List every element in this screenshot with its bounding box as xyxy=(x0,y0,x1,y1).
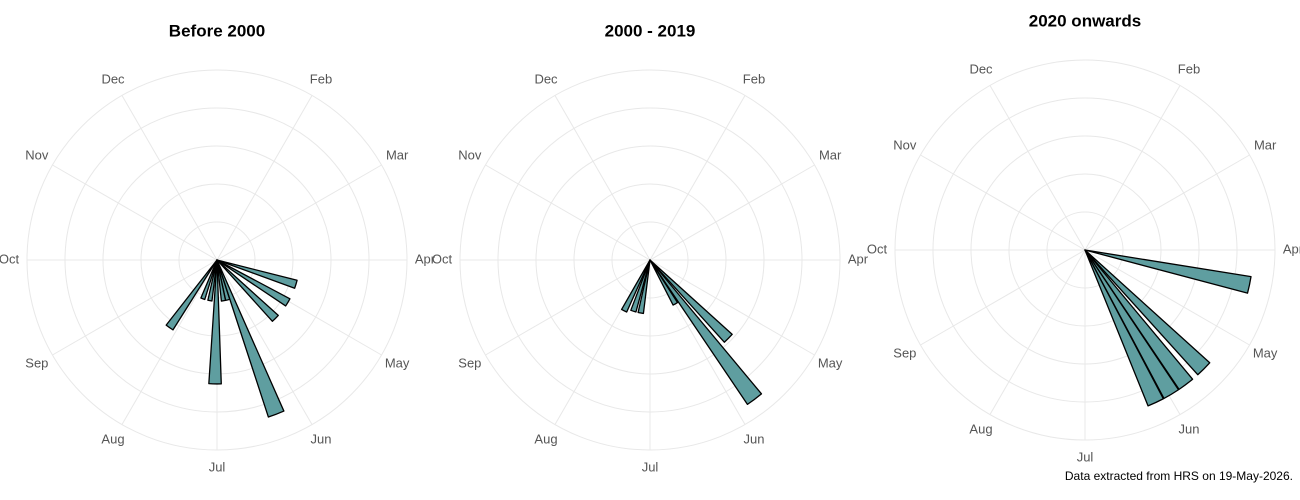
spoke xyxy=(1084,85,1181,251)
month-label: Apr xyxy=(415,251,436,266)
month-label: Sep xyxy=(458,355,481,370)
bar xyxy=(207,259,218,302)
month-label: Feb xyxy=(310,71,332,86)
month-label: May xyxy=(818,355,843,370)
month-label: Mar xyxy=(386,147,409,162)
spoke xyxy=(121,95,218,261)
chart-title: Before 2000 xyxy=(169,21,265,40)
month-label: Dec xyxy=(101,71,125,86)
bar xyxy=(216,259,298,289)
spoke xyxy=(52,259,218,356)
spoke xyxy=(52,164,218,261)
spoke xyxy=(920,249,1086,346)
month-label: Oct xyxy=(432,251,453,266)
spoke xyxy=(216,164,382,261)
bar xyxy=(1084,249,1180,400)
spoke xyxy=(121,259,218,425)
spoke xyxy=(1084,154,1250,251)
bar xyxy=(1084,249,1165,407)
bar xyxy=(216,259,285,418)
month-label: Dec xyxy=(534,71,558,86)
spoke xyxy=(485,164,651,261)
month-label: Sep xyxy=(893,345,916,360)
month-label: Apr xyxy=(1283,241,1300,256)
month-label: Jul xyxy=(209,459,226,474)
month-label: Mar xyxy=(1254,137,1277,152)
spoke xyxy=(649,259,815,356)
bar xyxy=(630,259,651,313)
bar xyxy=(620,259,651,313)
bar xyxy=(216,259,279,322)
month-label: Nov xyxy=(25,147,49,162)
month-label: Jun xyxy=(1179,422,1200,437)
month-label: Aug xyxy=(534,432,557,447)
spoke xyxy=(989,85,1086,251)
caption: Data extracted from HRS on 19-May-2026. xyxy=(1065,469,1293,483)
bar xyxy=(1084,249,1252,294)
bar xyxy=(649,259,733,343)
spoke xyxy=(920,154,1086,251)
month-label: Aug xyxy=(101,432,124,447)
month-label: May xyxy=(1253,345,1278,360)
month-label: May xyxy=(385,355,410,370)
bar xyxy=(1084,249,1211,376)
month-label: Apr xyxy=(848,251,869,266)
bar xyxy=(649,259,679,306)
month-label: Dec xyxy=(969,61,993,76)
spoke xyxy=(485,259,651,356)
bar xyxy=(200,259,218,301)
month-label: Oct xyxy=(0,251,19,266)
month-label: Oct xyxy=(867,241,888,256)
spoke xyxy=(554,95,651,261)
month-label: Mar xyxy=(819,147,842,162)
month-label: Feb xyxy=(743,71,765,86)
bar xyxy=(1084,249,1194,391)
spoke xyxy=(649,95,746,261)
spoke xyxy=(649,164,815,261)
month-label: Jul xyxy=(1077,449,1094,464)
month-label: Feb xyxy=(1178,61,1200,76)
month-label: Jun xyxy=(744,432,765,447)
month-label: Nov xyxy=(458,147,482,162)
spoke xyxy=(989,249,1086,415)
month-label: Nov xyxy=(893,137,917,152)
bar xyxy=(649,259,763,406)
spoke xyxy=(216,95,313,261)
bar xyxy=(216,259,227,302)
spoke xyxy=(1084,249,1250,346)
month-label: Jul xyxy=(642,459,659,474)
chart-title: 2000 - 2019 xyxy=(605,21,696,40)
bar xyxy=(216,259,291,307)
bar xyxy=(208,259,222,385)
spoke xyxy=(216,259,313,425)
chart-title: 2020 onwards xyxy=(1029,11,1141,30)
month-label: Sep xyxy=(25,355,48,370)
bar xyxy=(165,259,218,331)
month-label: Aug xyxy=(969,422,992,437)
month-label: Jun xyxy=(311,432,332,447)
